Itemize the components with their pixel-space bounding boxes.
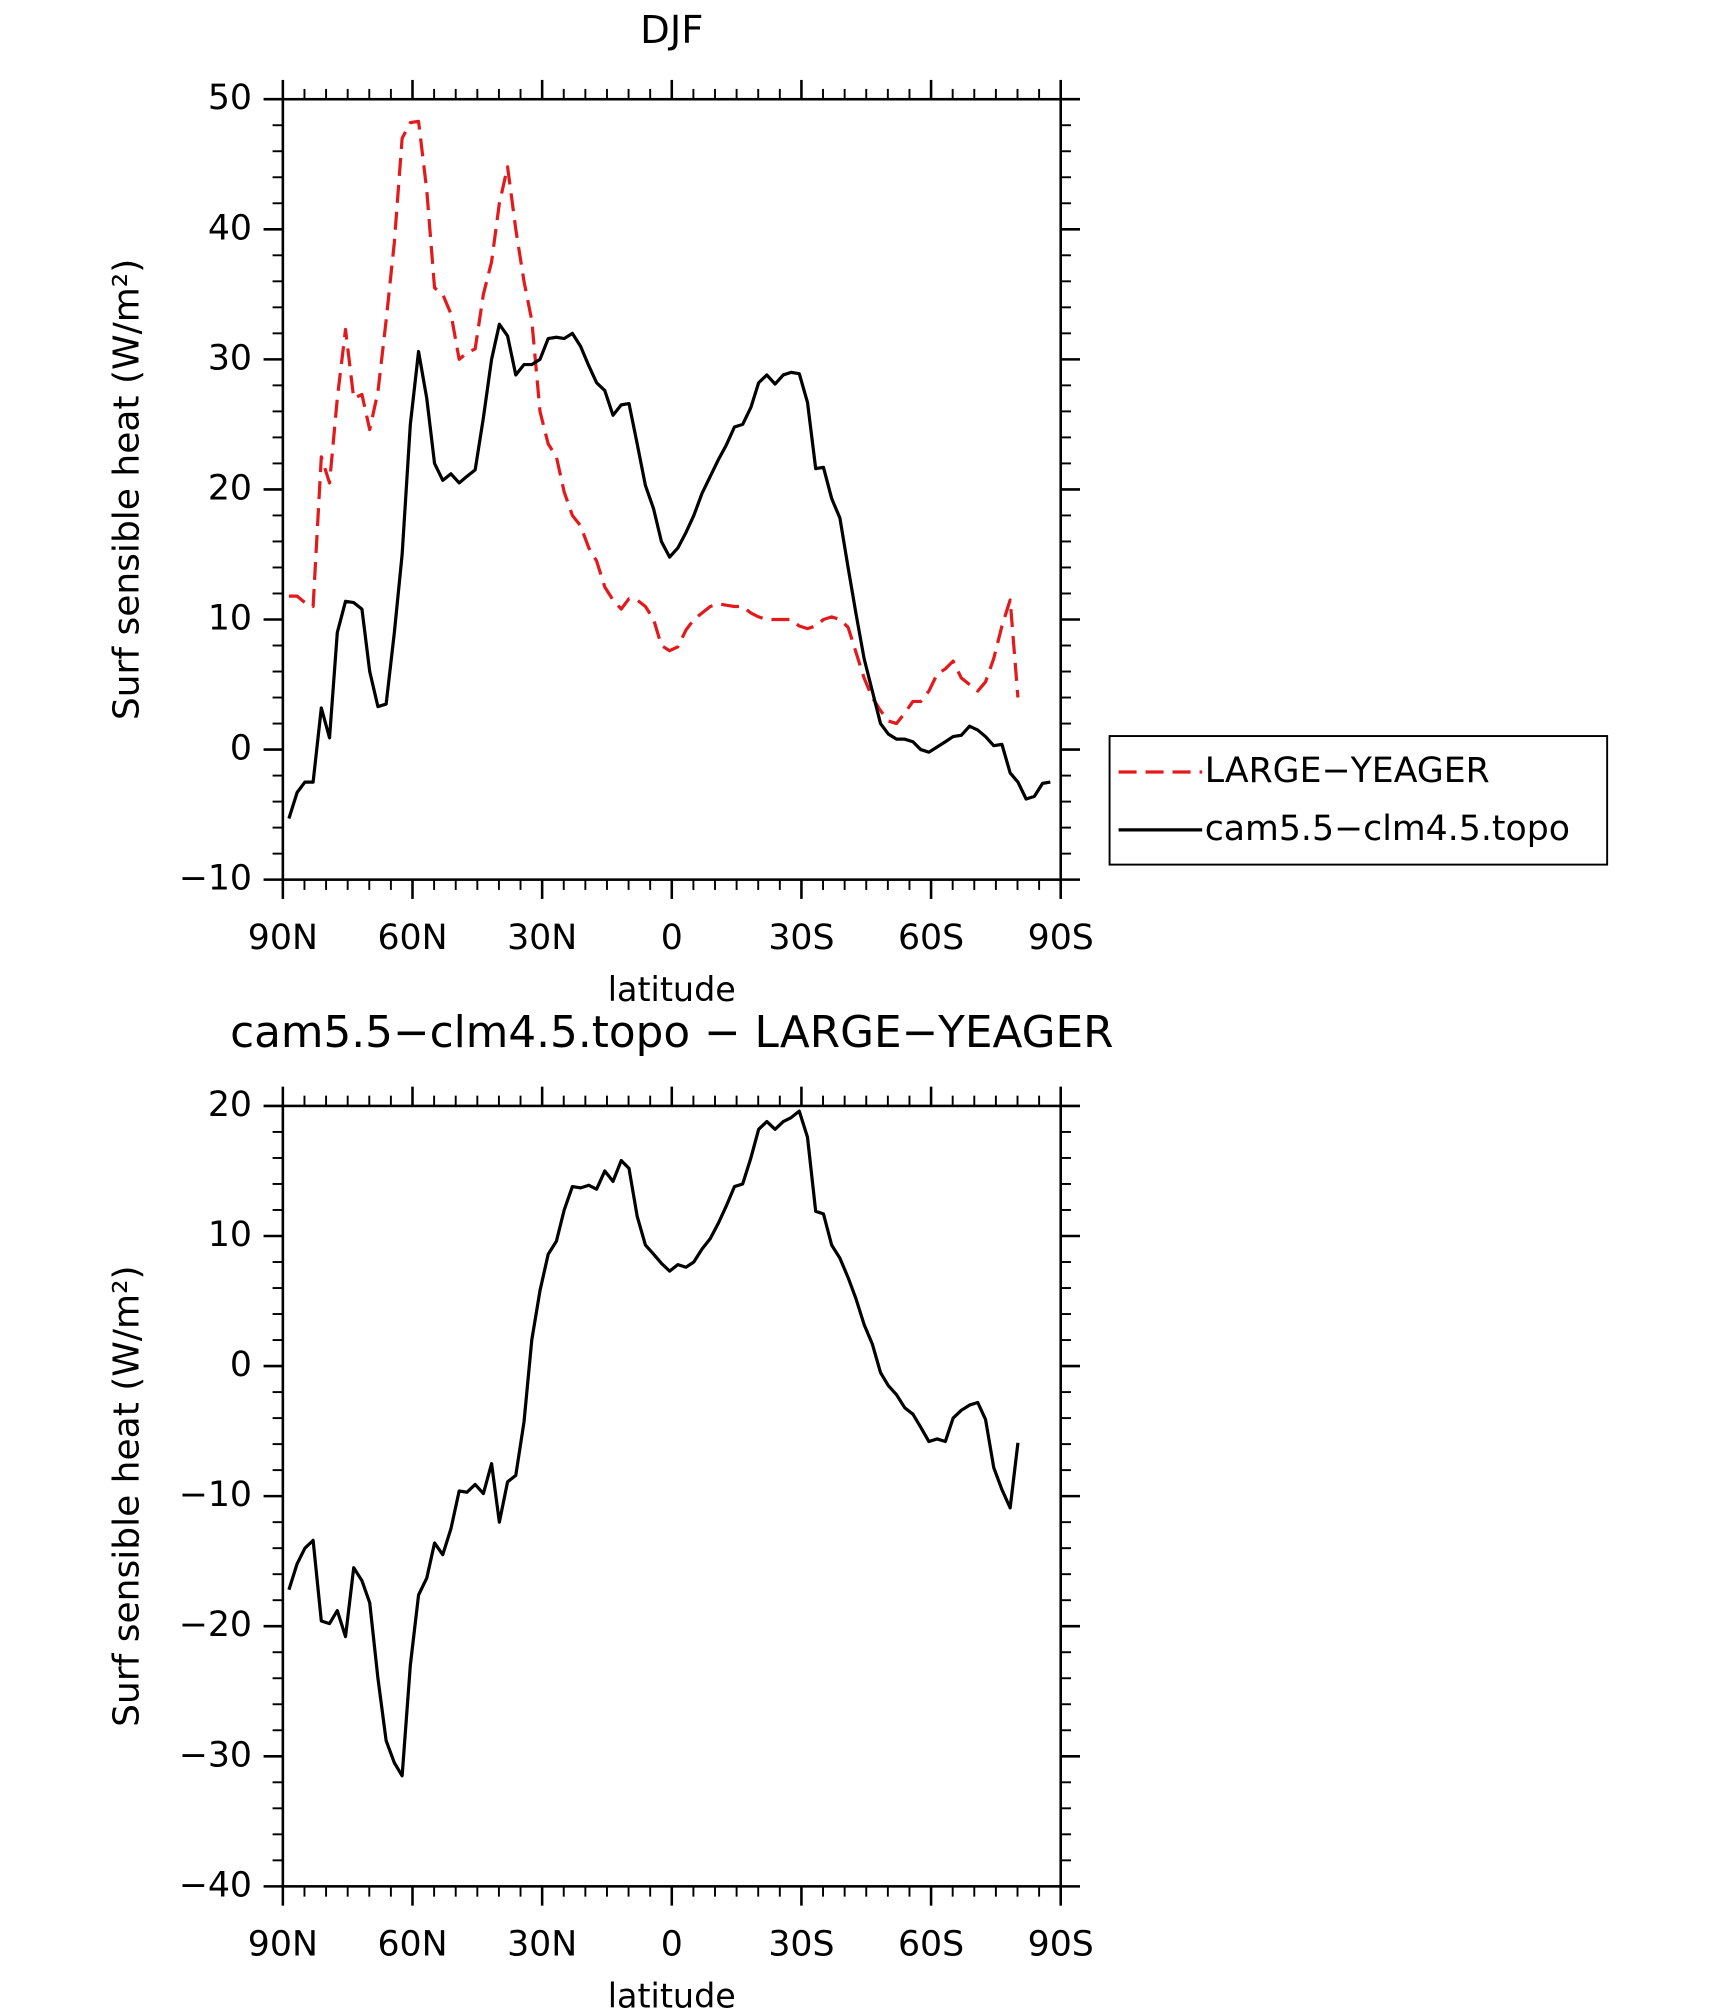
x-axis-label: latitude	[608, 970, 736, 1009]
y-tick-label: 10	[208, 1215, 252, 1255]
x-tick-label: 60N	[377, 1925, 447, 1965]
legend-label: cam5.5−clm4.5.topo	[1205, 809, 1570, 849]
data-line	[287, 1109, 1020, 1778]
y-tick-label: 20	[208, 468, 252, 508]
x-tick-label: 30S	[768, 918, 834, 958]
y-tick-label: 20	[208, 1085, 252, 1125]
y-tick-label: −10	[179, 859, 252, 899]
x-tick-label: 30N	[507, 918, 577, 958]
y-tick-label: −30	[179, 1735, 252, 1775]
y-tick-label: −40	[179, 1865, 252, 1905]
x-tick-label: 30S	[768, 1925, 834, 1965]
chart-title: DJF	[640, 8, 703, 53]
plot-frame	[281, 1104, 1062, 1888]
y-axis-label: Surf sensible heat (W/m²)	[107, 1265, 148, 1726]
plot-frame	[281, 97, 1062, 881]
y-tick-label: 50	[208, 78, 252, 118]
x-tick-label: 0	[661, 1925, 683, 1965]
y-tick-label: 10	[208, 599, 252, 639]
chart-title: cam5.5−clm4.5.topo − LARGE−YEAGER	[230, 1007, 1113, 1058]
x-tick-label: 30N	[507, 1925, 577, 1965]
y-tick-label: 40	[208, 208, 252, 248]
x-tick-label: 60S	[898, 918, 964, 958]
y-tick-label: 0	[230, 1345, 252, 1385]
y-tick-label: −20	[179, 1605, 252, 1645]
x-tick-label: 90N	[248, 918, 318, 958]
data-line	[288, 119, 1020, 726]
x-tick-label: 90S	[1028, 1925, 1094, 1965]
x-axis-label: latitude	[608, 1977, 736, 2010]
x-tick-label: 0	[661, 918, 683, 958]
x-tick-label: 60N	[377, 918, 447, 958]
y-axis-label: Surf sensible heat (W/m²)	[107, 259, 148, 720]
y-tick-label: 30	[208, 338, 252, 378]
x-tick-label: 60S	[898, 1925, 964, 1965]
legend-box	[1108, 735, 1609, 866]
x-tick-label: 90N	[248, 1925, 318, 1965]
x-tick-label: 90S	[1028, 918, 1094, 958]
y-tick-label: −10	[179, 1475, 252, 1515]
legend-label: LARGE−YEAGER	[1205, 751, 1490, 791]
data-line	[287, 322, 1051, 819]
y-tick-label: 0	[230, 729, 252, 769]
